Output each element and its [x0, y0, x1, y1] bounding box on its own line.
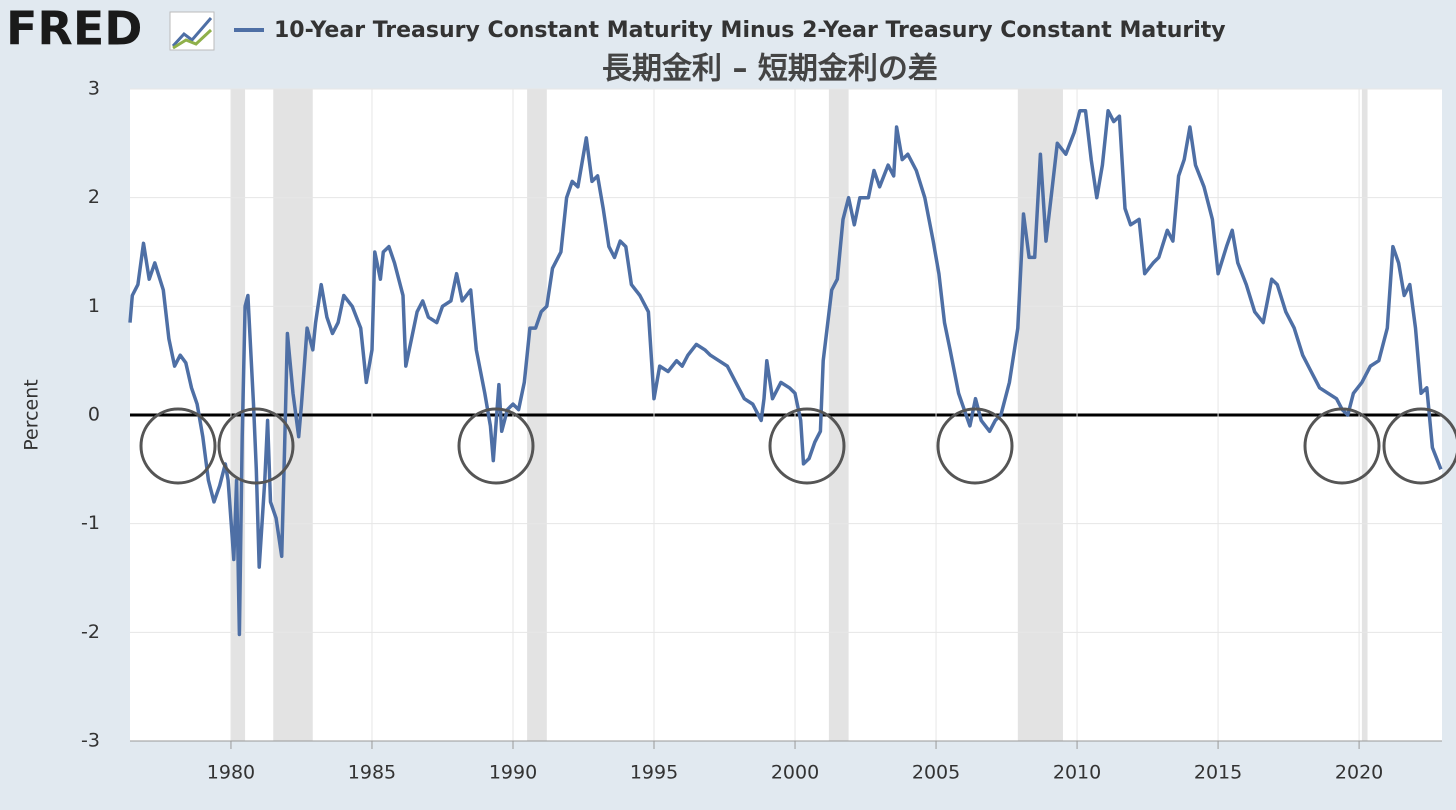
- x-tick-label: 1995: [630, 762, 678, 784]
- circle: [768, 407, 846, 485]
- circle: [457, 407, 535, 485]
- x-tick-label: 2010: [1053, 762, 1101, 784]
- x-tick-label: 1990: [489, 762, 537, 784]
- y-tick-label: -1: [81, 512, 100, 534]
- x-tick-label: 1980: [207, 762, 255, 784]
- y-tick-label: -2: [81, 621, 100, 643]
- y-tick-label: 0: [88, 404, 100, 426]
- circle: [1382, 407, 1456, 485]
- annotations: [139, 407, 1456, 485]
- y-tick-label: 3: [88, 78, 100, 100]
- plot: -3 -2 -1 0 1 2 3 1980 1985 1990 1995 2000 2005 2010 20…: [81, 78, 1443, 784]
- logo: FRED: [6, 2, 142, 56]
- y-tick-label: -3: [81, 730, 100, 752]
- x-tick-label: 2015: [1194, 762, 1242, 784]
- y-tick-label: 1: [88, 295, 100, 317]
- x-tick-label: 2020: [1335, 762, 1383, 784]
- circle: [217, 407, 295, 485]
- y-axis-label: Percent: [21, 379, 43, 451]
- series-line: [128, 108, 1443, 637]
- circle: [139, 407, 217, 485]
- y-tick-label: 2: [88, 186, 100, 208]
- logo-icon: [169, 11, 215, 51]
- circle: [936, 407, 1014, 485]
- x-tick-label: 2005: [912, 762, 960, 784]
- x-tick-label: 2000: [771, 762, 819, 784]
- legend-label: 10-Year Treasury Constant Maturity Minus…: [274, 18, 1226, 43]
- x-tick-label: 1985: [348, 762, 396, 784]
- circle: [1303, 407, 1381, 485]
- chart-title: 長期金利 – 短期金利の差: [602, 52, 938, 87]
